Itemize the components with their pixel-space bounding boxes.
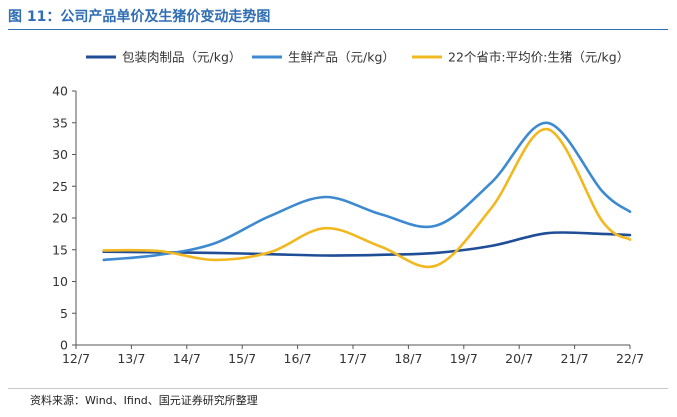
x-tick-label: 15/7 — [228, 351, 256, 366]
y-tick-label: 40 — [52, 84, 68, 99]
y-axis: 0 5 10 15 20 25 30 35 40 — [52, 84, 77, 353]
title-divider — [8, 29, 668, 30]
legend-label-1: 包装肉制品（元/kg） — [122, 50, 241, 65]
x-tick-label: 18/7 — [394, 351, 422, 366]
y-tick-label: 15 — [52, 242, 68, 257]
line-chart: 包装肉制品（元/kg） 生鲜产品（元/kg） 22个省市:平均价:生猪（元/kg） … — [52, 50, 644, 367]
legend: 包装肉制品（元/kg） 生鲜产品（元/kg） 22个省市:平均价:生猪（元/kg） — [86, 50, 629, 65]
x-tick-label: 21/7 — [561, 351, 589, 366]
x-tick-label: 14/7 — [173, 351, 201, 366]
x-tick-label: 17/7 — [339, 351, 367, 366]
x-tick-label: 12/7 — [62, 351, 90, 366]
series-line-3 — [102, 127, 632, 269]
y-tick-label: 10 — [52, 274, 68, 289]
legend-label-3: 22个省市:平均价:生猪（元/kg） — [448, 50, 629, 65]
bottom-divider — [8, 388, 668, 389]
y-tick-label: 0 — [60, 338, 68, 353]
legend-label-2: 生鲜产品（元/kg） — [288, 50, 395, 65]
x-tick-label: 20/7 — [505, 351, 533, 366]
x-tick-label: 13/7 — [117, 351, 145, 366]
x-tick-label: 22/7 — [616, 351, 644, 366]
y-tick-label: 30 — [52, 147, 68, 162]
series-lines — [102, 121, 632, 269]
y-tick-label: 20 — [52, 211, 68, 226]
figure-title: 图 11：公司产品单价及生猪价变动走势图 — [8, 9, 271, 25]
y-tick-label: 35 — [52, 115, 68, 130]
series-line-1 — [102, 231, 632, 257]
source-note: 资料来源：Wind、Ifind、国元证券研究所整理 — [30, 394, 258, 407]
x-tick-label: 16/7 — [284, 351, 312, 366]
x-tick-label: 19/7 — [450, 351, 478, 366]
x-axis: 12/7 13/7 14/7 15/7 16/7 17/7 18/7 19/7 20/7 21/7… — [62, 344, 644, 366]
series-line-2 — [102, 121, 632, 262]
y-tick-label: 5 — [60, 306, 68, 321]
y-tick-label: 25 — [52, 179, 68, 194]
